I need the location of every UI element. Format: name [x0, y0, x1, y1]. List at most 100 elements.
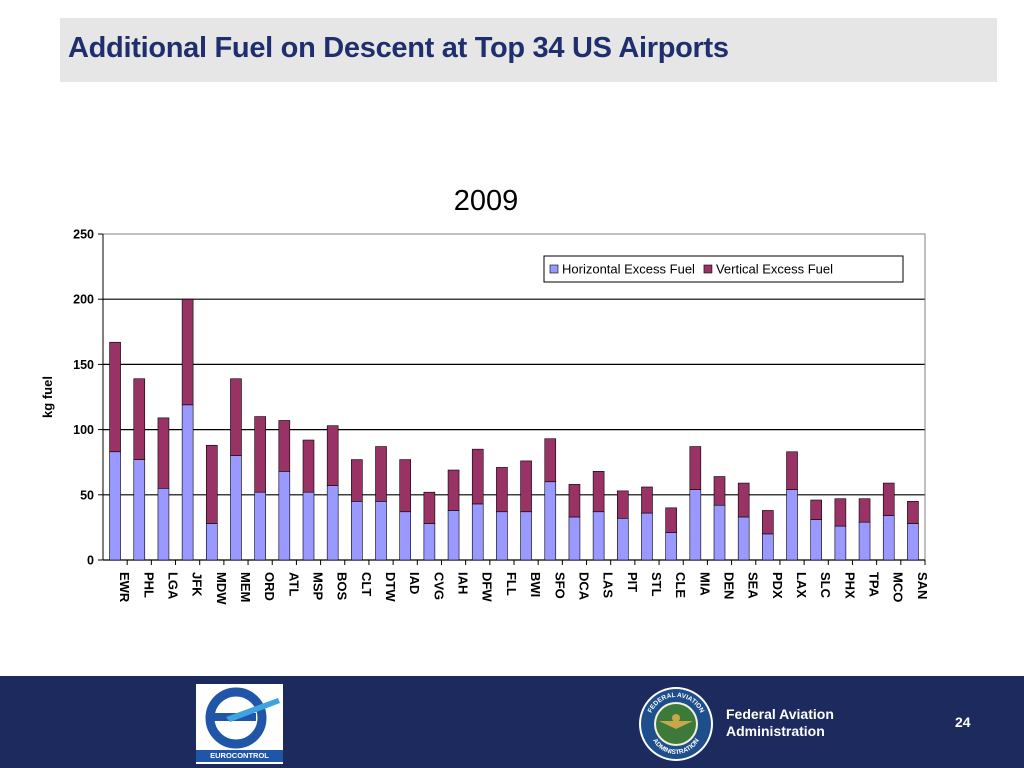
y-tick-label: 200: [73, 293, 94, 307]
bar-vertical-phx: [834, 498, 847, 527]
bar-horizontal-ewr: [109, 451, 121, 561]
x-tick-label: ATL: [286, 572, 301, 596]
x-tick-label: SEA: [746, 572, 761, 599]
bar-horizontal-den: [713, 504, 726, 561]
bar-horizontal-mia: [689, 489, 702, 561]
faa-seal-icon: FEDERAL AVIATION ADMINISTRATION: [639, 687, 713, 761]
bar-vertical-fll: [496, 467, 508, 513]
x-tick-label: LAS: [601, 572, 616, 598]
bar-horizontal-dfw: [471, 503, 484, 561]
x-tick-label: SLC: [818, 572, 833, 599]
x-tick-label: DFW: [480, 572, 495, 602]
x-tick-label: MIA: [697, 572, 712, 596]
eurocontrol-emblem-icon: [205, 687, 280, 749]
x-tick-label: LAX: [794, 572, 809, 598]
bar-horizontal-iad: [399, 511, 412, 561]
page-number: 24: [955, 714, 971, 730]
eurocontrol-label: EUROCONTROL: [196, 750, 283, 762]
bar-horizontal-phl: [133, 459, 146, 561]
bar-horizontal-las: [592, 511, 605, 561]
x-tick-label: CLT: [359, 572, 374, 596]
x-tick-label: PHL: [141, 572, 156, 598]
bar-vertical-iad: [399, 459, 412, 513]
x-tick-label: DTW: [383, 572, 398, 602]
bar-horizontal-msp: [302, 491, 315, 561]
bar-horizontal-iah: [447, 510, 460, 561]
bar-horizontal-cvg: [423, 523, 436, 561]
bar-vertical-slc: [810, 499, 823, 520]
bar-vertical-phl: [133, 378, 146, 460]
bar-horizontal-sfo: [544, 481, 557, 561]
bar-vertical-cvg: [423, 491, 436, 524]
y-tick-label: 0: [87, 554, 94, 568]
x-tick-label: CVG: [431, 572, 446, 600]
bar-vertical-pit: [616, 490, 629, 519]
bar-horizontal-sea: [737, 516, 750, 561]
eurocontrol-logo: EUROCONTROL: [196, 684, 283, 764]
bar-horizontal-dca: [568, 516, 581, 561]
x-tick-label: STL: [649, 572, 664, 597]
bar-horizontal-lax: [786, 489, 798, 561]
bar-horizontal-stl: [641, 512, 653, 561]
bar-vertical-iah: [447, 469, 460, 511]
bar-horizontal-tpa: [858, 521, 871, 561]
bar-horizontal-phx: [834, 525, 847, 561]
x-tick-label: CLE: [673, 572, 688, 598]
bar-horizontal-bos: [326, 485, 339, 561]
bar-vertical-stl: [641, 486, 653, 514]
chart-title: 2009: [454, 185, 519, 217]
x-tick-label: MCO: [891, 572, 906, 602]
legend-swatch: [549, 264, 559, 274]
bar-horizontal-slc: [810, 519, 823, 561]
bar-vertical-clt: [351, 459, 363, 502]
bar-horizontal-pit: [616, 517, 629, 561]
x-tick-label: ORD: [262, 572, 277, 601]
footer: EUROCONTROL FEDERAL AVIATION ADMINISTRAT…: [0, 676, 1024, 768]
bar-horizontal-lga: [157, 487, 170, 561]
title-bar: Additional Fuel on Descent at Top 34 US …: [60, 18, 997, 82]
x-tick-label: TPA: [867, 572, 882, 598]
bar-horizontal-mem: [230, 455, 242, 561]
x-tick-label: PIT: [625, 572, 640, 592]
x-tick-label: JFK: [190, 572, 205, 597]
bar-vertical-dtw: [375, 446, 387, 502]
chart: 2009 0 50 100 150 200 250 kg fuel EWR PHL LGA JFK MD…: [40, 185, 930, 605]
bar-horizontal-cle: [665, 532, 677, 561]
x-tick-label: PHX: [842, 572, 857, 599]
y-tick-label: 250: [73, 228, 94, 242]
x-tick-label: FLL: [504, 572, 519, 596]
x-tick-label: EWR: [117, 572, 132, 603]
bar-horizontal-bwi: [520, 511, 532, 561]
x-tick-label: IAH: [456, 572, 471, 594]
bar-vertical-mdw: [205, 444, 218, 524]
bar-vertical-mia: [689, 446, 702, 490]
bar-vertical-dca: [568, 484, 581, 518]
bar-horizontal-atl: [278, 471, 291, 561]
slide-title: Additional Fuel on Descent at Top 34 US …: [68, 32, 729, 64]
bar-vertical-jfk: [181, 298, 194, 406]
x-tick-label: MDW: [214, 572, 229, 605]
bar-vertical-mco: [882, 482, 895, 516]
bar-horizontal-dtw: [375, 501, 387, 561]
bar-horizontal-jfk: [181, 404, 194, 561]
bar-vertical-atl: [278, 420, 291, 472]
y-tick-label: 50: [80, 488, 94, 502]
plot-area: [102, 233, 926, 561]
bar-horizontal-san: [907, 523, 919, 561]
bar-vertical-san: [907, 501, 919, 524]
x-tick-label: BOS: [335, 572, 350, 601]
x-tick-label: SFO: [552, 572, 567, 599]
bar-vertical-mem: [230, 378, 242, 456]
faa-name-line2: Administration: [726, 723, 825, 739]
bar-vertical-bwi: [520, 460, 532, 513]
y-tick-label: 150: [73, 358, 94, 372]
bar-vertical-ord: [254, 416, 266, 493]
bar-vertical-tpa: [858, 498, 871, 523]
bar-horizontal-mdw: [205, 523, 218, 561]
bar-vertical-lax: [786, 451, 798, 490]
bar-vertical-den: [713, 476, 726, 506]
bar-vertical-lga: [157, 417, 170, 489]
x-tick-label: IAD: [407, 572, 422, 594]
bar-horizontal-pdx: [762, 533, 774, 561]
bar-vertical-ewr: [109, 341, 121, 453]
